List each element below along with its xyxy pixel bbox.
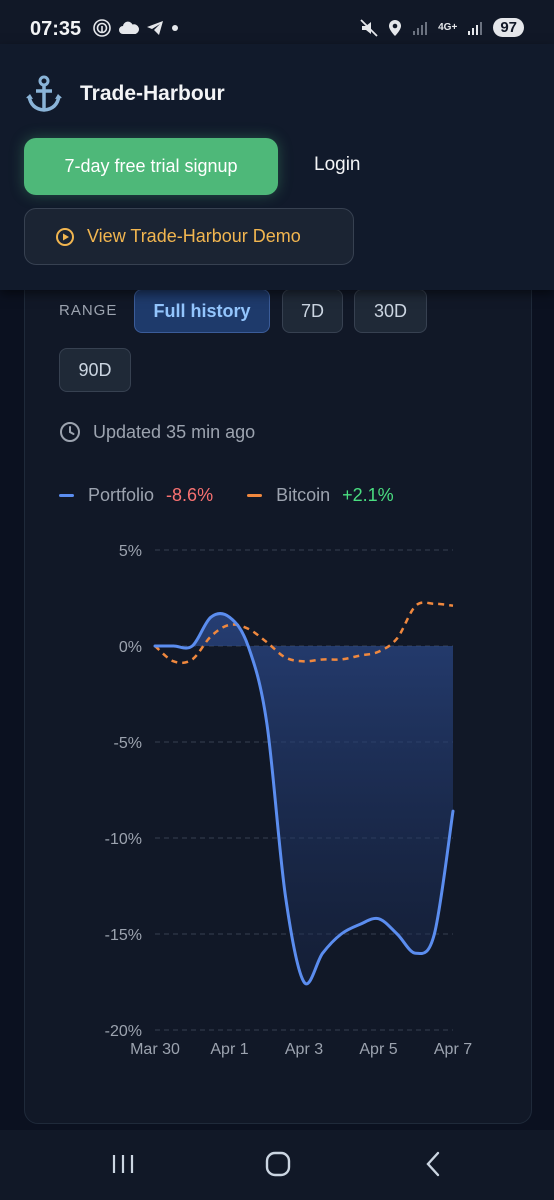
- y-tick-label: -5%: [114, 735, 142, 752]
- status-right-icons: 4G+ 97: [360, 18, 524, 37]
- performance-chart: 5% 0% -5% -10% -15% -20%Mar 30 Apr 1 Apr 3 Apr 5…: [105, 543, 473, 1058]
- y-tick-label: -20%: [105, 1023, 142, 1040]
- y-tick-label: 0%: [119, 639, 142, 656]
- signal-icon: [413, 21, 428, 35]
- network-type: 4G+: [438, 21, 458, 33]
- chart-legend: Portfolio -8.6% Bitcoin +2.1%: [59, 485, 394, 506]
- location-icon: [389, 19, 402, 36]
- legend-portfolio-label: Portfolio: [88, 485, 155, 505]
- status-left-icons: [92, 18, 180, 38]
- telegram-icon: [147, 21, 163, 35]
- recents-icon[interactable]: [110, 1150, 136, 1178]
- portfolio-line: [153, 612, 455, 986]
- mute-icon: [360, 18, 378, 37]
- clock-icon: [60, 422, 80, 442]
- x-tick-label: Apr 1: [210, 1041, 248, 1058]
- status-time: 07:35: [30, 18, 82, 40]
- signal-icon: [468, 21, 483, 35]
- system-nav-bar: [0, 1130, 554, 1200]
- range-90d[interactable]: 90D: [59, 348, 131, 392]
- x-tick-label: Apr 7: [434, 1041, 472, 1058]
- back-icon[interactable]: [422, 1150, 444, 1178]
- portfolio-swatch: [59, 494, 74, 497]
- cloud-icon: [119, 21, 139, 34]
- fingerprint-icon: [93, 19, 111, 37]
- range-label: RANGE: [59, 302, 118, 319]
- y-tick-label: 5%: [119, 543, 142, 560]
- legend-bitcoin-delta: +2.1%: [342, 485, 394, 505]
- x-tick-label: Apr 3: [285, 1041, 323, 1058]
- brand[interactable]: Trade-Harbour: [24, 74, 225, 114]
- play-icon: [56, 227, 74, 246]
- x-tick-label: Mar 30: [130, 1041, 180, 1058]
- view-demo-button[interactable]: View Trade-Harbour Demo: [24, 208, 354, 265]
- range-7d[interactable]: 7D: [282, 289, 343, 333]
- view-demo-label: View Trade-Harbour Demo: [87, 226, 301, 246]
- range-30d[interactable]: 30D: [354, 289, 427, 333]
- dot-icon: [172, 25, 178, 31]
- bitcoin-line: [154, 601, 454, 665]
- anchor-icon: [26, 75, 62, 112]
- free-trial-signup-button[interactable]: 7-day free trial signup: [24, 138, 278, 195]
- y-tick-label: -15%: [105, 927, 142, 944]
- app-header: Trade-Harbour 7-day free trial signup Lo…: [0, 44, 554, 290]
- login-link[interactable]: Login: [314, 154, 361, 175]
- legend-portfolio-delta: -8.6%: [166, 485, 214, 505]
- bitcoin-swatch: [247, 494, 263, 497]
- portfolio-area: [155, 613, 453, 984]
- brand-name: Trade-Harbour: [80, 82, 225, 105]
- y-tick-label: -10%: [105, 831, 142, 848]
- battery-level: 97: [493, 18, 524, 37]
- legend-bitcoin-label: Bitcoin: [276, 485, 331, 505]
- updated-status: Updated 35 min ago: [59, 421, 255, 443]
- x-tick-label: Apr 5: [359, 1041, 397, 1058]
- home-icon[interactable]: [264, 1150, 292, 1178]
- updated-text: Updated 35 min ago: [93, 421, 256, 442]
